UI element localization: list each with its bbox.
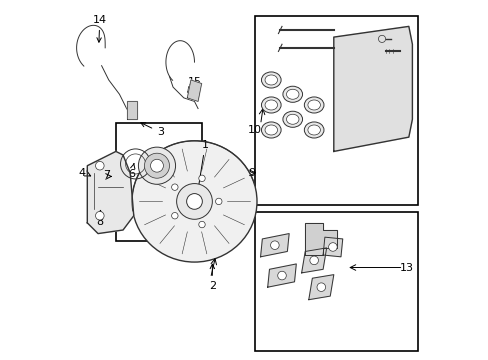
Circle shape <box>316 283 325 292</box>
Text: 7: 7 <box>103 170 110 180</box>
Bar <box>255 16 417 205</box>
Circle shape <box>150 159 163 172</box>
Circle shape <box>199 221 205 228</box>
Circle shape <box>95 161 104 170</box>
Ellipse shape <box>286 114 298 124</box>
Text: 8: 8 <box>96 210 103 227</box>
Polygon shape <box>333 26 411 152</box>
Ellipse shape <box>283 111 302 127</box>
Polygon shape <box>267 264 296 287</box>
Polygon shape <box>187 80 201 102</box>
Ellipse shape <box>307 100 320 110</box>
Bar <box>255 212 417 351</box>
Circle shape <box>378 35 385 42</box>
Ellipse shape <box>304 122 324 138</box>
Polygon shape <box>323 237 342 257</box>
Circle shape <box>171 212 178 219</box>
Circle shape <box>186 194 202 209</box>
Ellipse shape <box>132 141 257 262</box>
Text: 10: 10 <box>248 125 262 135</box>
Circle shape <box>270 241 279 249</box>
Ellipse shape <box>264 100 277 110</box>
Polygon shape <box>260 234 288 257</box>
Text: 4: 4 <box>78 168 85 178</box>
Circle shape <box>176 184 212 219</box>
Circle shape <box>171 184 178 190</box>
Circle shape <box>215 198 222 204</box>
Ellipse shape <box>264 75 277 85</box>
Circle shape <box>328 243 337 251</box>
Polygon shape <box>301 248 326 273</box>
Ellipse shape <box>307 125 320 135</box>
Circle shape <box>144 153 169 178</box>
Ellipse shape <box>261 97 281 113</box>
Text: 1: 1 <box>193 140 208 208</box>
Circle shape <box>199 175 205 181</box>
Circle shape <box>95 211 104 220</box>
Polygon shape <box>87 152 134 234</box>
Bar <box>116 123 201 241</box>
Polygon shape <box>308 275 333 300</box>
Ellipse shape <box>264 125 277 135</box>
Text: 14: 14 <box>93 15 107 42</box>
Text: 2: 2 <box>208 264 216 291</box>
Text: 12: 12 <box>381 30 395 40</box>
Polygon shape <box>126 102 137 119</box>
Circle shape <box>309 256 318 265</box>
Ellipse shape <box>261 122 281 138</box>
Text: 11: 11 <box>399 52 413 62</box>
Ellipse shape <box>304 97 324 113</box>
Circle shape <box>277 271 285 280</box>
Text: 9: 9 <box>247 168 255 178</box>
Polygon shape <box>305 223 337 255</box>
Ellipse shape <box>286 89 298 99</box>
Circle shape <box>138 147 175 184</box>
Text: 3: 3 <box>141 123 163 138</box>
Text: 13: 13 <box>399 262 413 273</box>
Ellipse shape <box>261 72 281 88</box>
Text: 15: 15 <box>187 77 201 93</box>
Text: 6: 6 <box>127 163 135 179</box>
Text: 5: 5 <box>140 158 147 168</box>
Ellipse shape <box>283 86 302 102</box>
